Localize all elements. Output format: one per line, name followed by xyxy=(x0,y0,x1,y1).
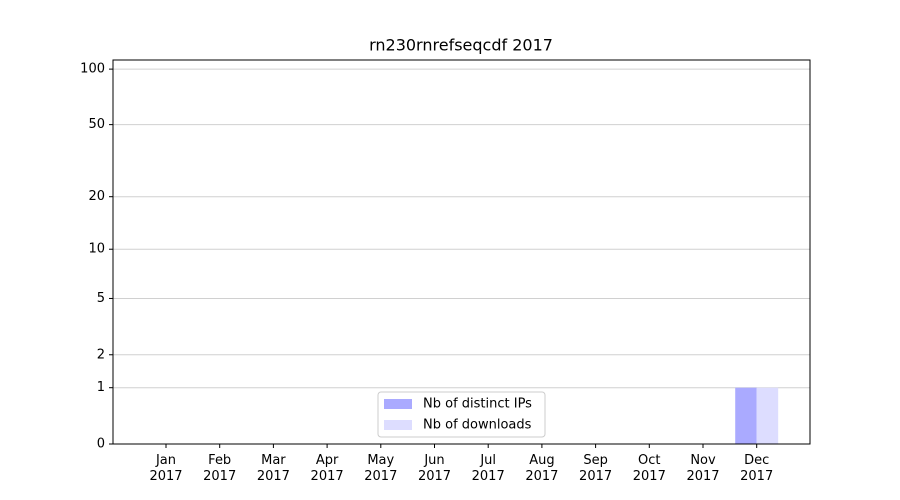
y-tick-label: 20 xyxy=(88,189,105,204)
y-tick-label: 2 xyxy=(97,347,105,362)
bar xyxy=(735,387,757,444)
x-tick-label: May 2017 xyxy=(364,453,398,484)
x-tick-label: Jun 2017 xyxy=(417,453,452,484)
x-tick-label: Jul 2017 xyxy=(471,453,505,484)
y-tick-label: 5 xyxy=(97,291,105,306)
y-tick-label: 50 xyxy=(88,117,105,132)
y-tick-label: 1 xyxy=(97,380,105,395)
x-tick-label: Dec 2017 xyxy=(740,453,774,484)
y-tick-label: 100 xyxy=(80,62,105,77)
x-tick-label: Nov 2017 xyxy=(686,453,720,484)
legend-label: Nb of distinct IPs xyxy=(423,397,532,412)
plot-frame xyxy=(112,59,811,445)
legend-label: Nb of downloads xyxy=(423,418,532,433)
legend-swatch xyxy=(384,399,412,409)
x-tick-label: Sep 2017 xyxy=(579,453,613,484)
chart-title: rn230rnrefseqcdf 2017 xyxy=(369,36,553,55)
x-tick-label: Feb 2017 xyxy=(203,453,237,484)
y-tick-label: 10 xyxy=(88,242,105,257)
bar xyxy=(756,387,779,444)
y-tick-label: 0 xyxy=(97,437,105,452)
x-tick-label: Jan 2017 xyxy=(149,453,183,484)
x-tick-label: Mar 2017 xyxy=(256,453,290,484)
legend-box xyxy=(377,391,546,438)
x-tick-label: Apr 2017 xyxy=(310,453,344,484)
x-tick-label: Aug 2017 xyxy=(525,453,559,484)
legend-swatch xyxy=(384,420,412,430)
x-tick-label: Oct 2017 xyxy=(632,453,666,484)
